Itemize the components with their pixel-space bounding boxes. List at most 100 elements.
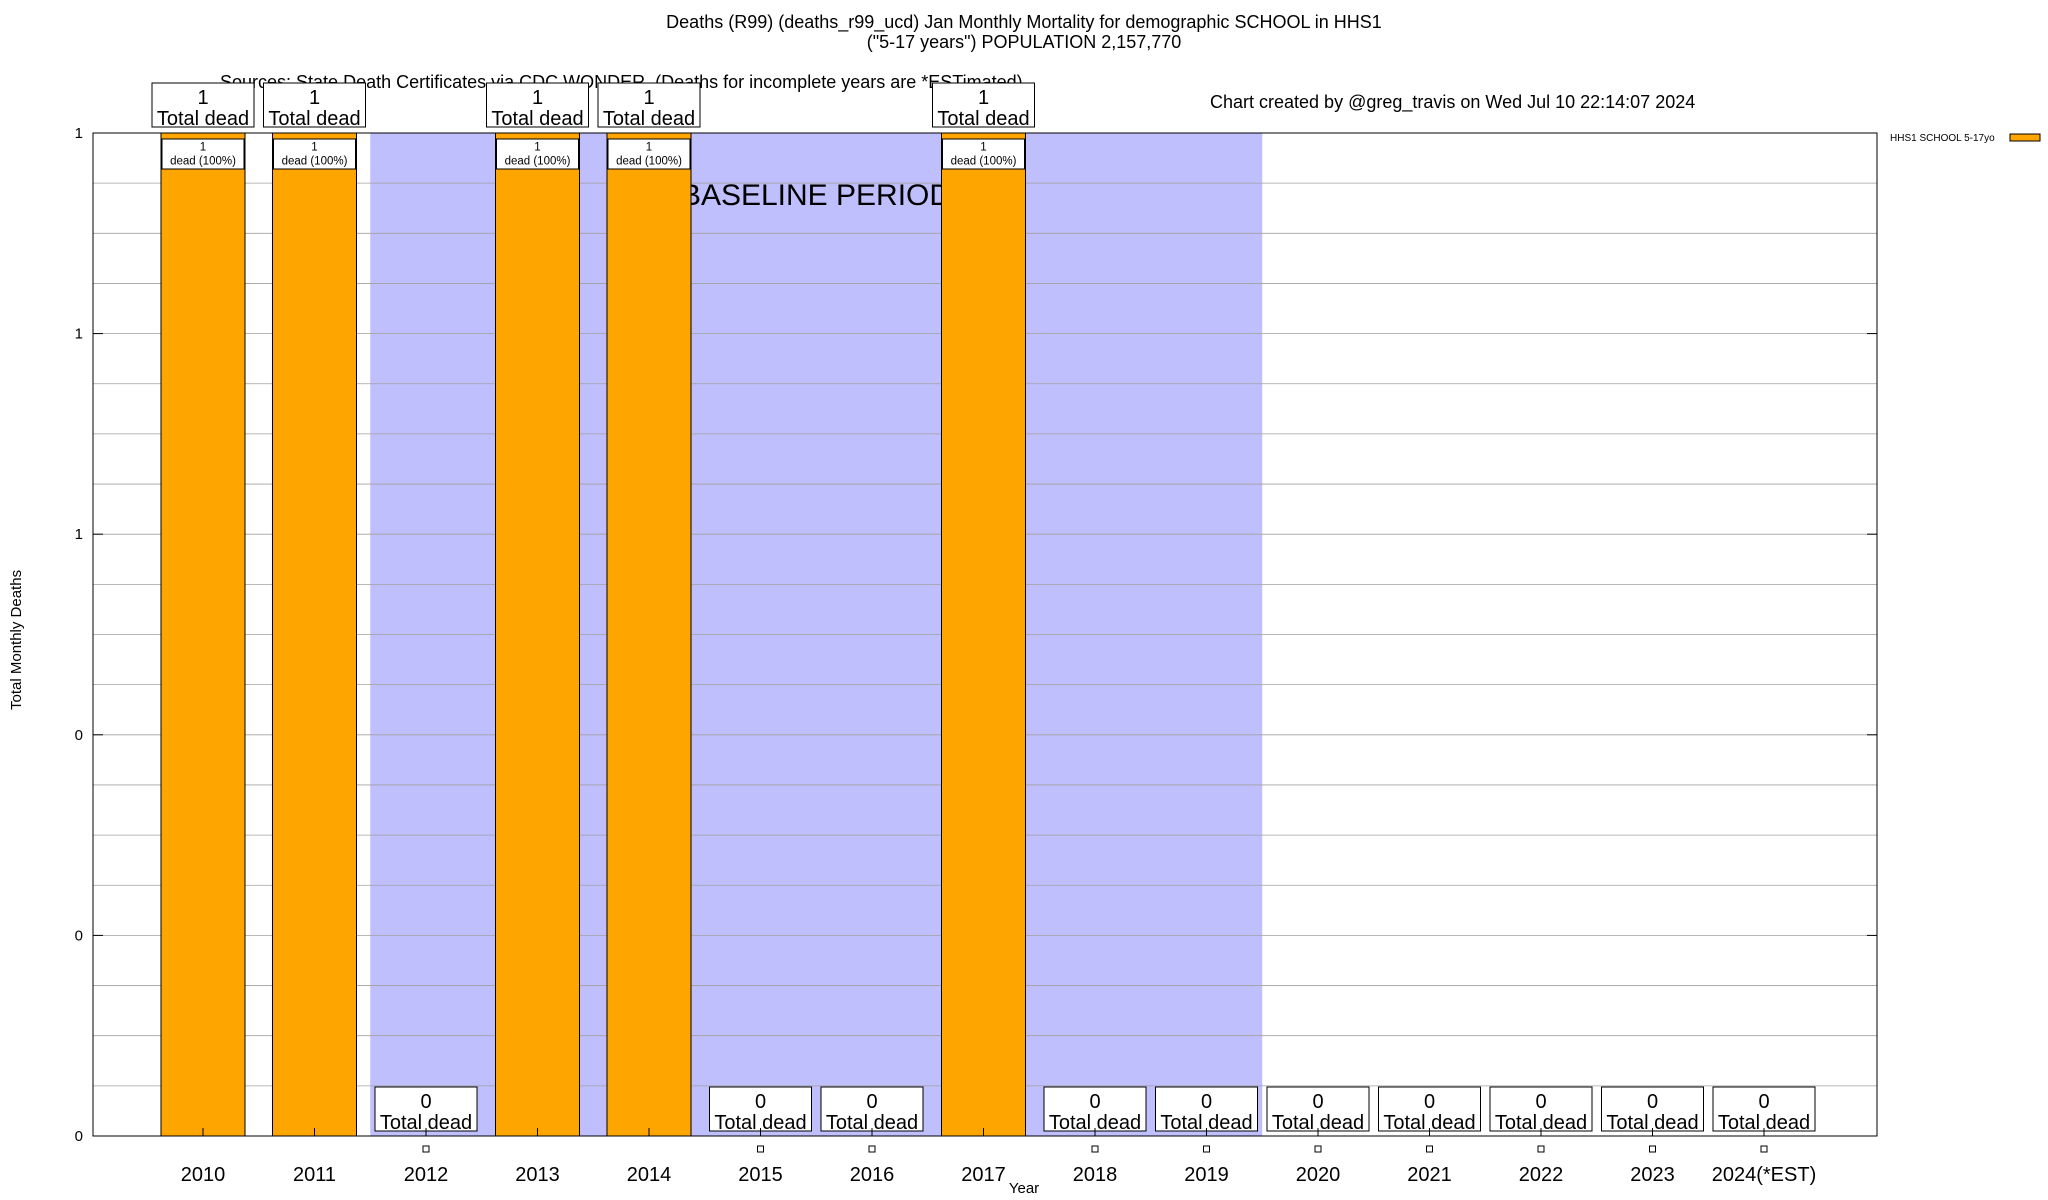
x-tick-label: 2013 (515, 1164, 560, 1186)
x-tick-label: 2014 (627, 1164, 672, 1186)
segment-label: dead (100%) (170, 156, 236, 168)
bar (495, 132, 580, 1137)
segment-label-box (607, 138, 691, 170)
total-label: Total dead (1383, 1112, 1475, 1134)
total-label: 1 (532, 87, 543, 109)
x-tick-label: 2015 (738, 1164, 783, 1186)
total-label: 0 (1535, 1091, 1546, 1113)
segment-label: dead (100%) (616, 156, 682, 168)
total-label: 1 (197, 87, 208, 109)
total-label: 0 (755, 1091, 766, 1113)
x-tick-label: 2021 (1407, 1164, 1452, 1186)
total-label-box (151, 82, 255, 128)
x-tick-label: 2017 (961, 1164, 1006, 1186)
zero-marker (1314, 1145, 1322, 1153)
total-label: Total dead (1272, 1112, 1364, 1134)
baseline-period-label: BASELINE PERIOD (681, 179, 951, 212)
segment-label: dead (100%) (951, 156, 1017, 168)
total-label-box (597, 82, 701, 128)
x-tick-label: 2023 (1630, 1164, 1675, 1186)
total-label: 0 (1089, 1091, 1100, 1113)
segment-label: 1 (200, 142, 206, 154)
total-label-box (1712, 1086, 1816, 1132)
total-label: 0 (866, 1091, 877, 1113)
total-label-box (486, 82, 589, 128)
zero-marker (422, 1145, 430, 1153)
total-label: 1 (978, 87, 989, 109)
total-label: 0 (420, 1091, 431, 1113)
zero-marker (868, 1145, 876, 1153)
x-tick-label: 2020 (1296, 1164, 1341, 1186)
chart-credit: Chart created by @greg_travis on Wed Jul… (1210, 92, 1696, 112)
segment-label-box (942, 138, 1025, 170)
total-label-box (932, 82, 1035, 128)
total-label: Total dead (1049, 1112, 1141, 1134)
x-tick-label: 2011 (293, 1164, 336, 1186)
y-tick-label: 0 (75, 927, 83, 944)
y-tick-label: 1 (75, 326, 83, 343)
total-label: Total dead (1495, 1112, 1587, 1134)
x-tick-label: 2019 (1184, 1164, 1229, 1186)
x-tick-label: 2018 (1073, 1164, 1118, 1186)
x-tick-label: 2010 (181, 1164, 226, 1186)
y-tick-label: 0 (75, 727, 83, 744)
total-label-box (263, 82, 366, 128)
bar (606, 132, 692, 1137)
total-label: Total dead (157, 108, 249, 130)
total-label: Total dead (1718, 1112, 1810, 1134)
zero-marker (1091, 1145, 1099, 1153)
total-label: 1 (309, 87, 320, 109)
legend-label: HHS1 SCHOOL 5-17yo (1890, 133, 1995, 144)
total-label: Total dead (937, 108, 1029, 130)
plot-border (92, 132, 1878, 1137)
total-label-box (1266, 1086, 1370, 1132)
total-label: 1 (643, 87, 654, 109)
total-label: Total dead (1160, 1112, 1252, 1134)
legend-swatch (2009, 133, 2041, 142)
segment-label: 1 (980, 142, 986, 154)
total-label: 0 (1758, 1091, 1769, 1113)
segment-label: dead (100%) (282, 156, 348, 168)
total-label: Total dead (1606, 1112, 1698, 1134)
x-tick-label: 2012 (404, 1164, 449, 1186)
total-label: Total dead (268, 108, 360, 130)
bar (941, 132, 1026, 1137)
y-tick-label: 0 (75, 1128, 83, 1145)
total-label: Total dead (603, 108, 695, 130)
total-label: 0 (1312, 1091, 1323, 1113)
total-label: 0 (1424, 1091, 1435, 1113)
y-axis-label: Total Monthly Deaths (8, 569, 25, 710)
total-label-box (709, 1086, 812, 1132)
y-tick-label: 1 (75, 125, 83, 142)
zero-marker (1203, 1145, 1210, 1153)
bar (272, 132, 357, 1137)
total-label: 0 (1201, 1091, 1212, 1113)
zero-marker (1649, 1145, 1656, 1153)
total-label-box (1043, 1086, 1147, 1132)
segment-label-box (496, 138, 579, 170)
zero-marker (1760, 1145, 1768, 1153)
segment-label: dead (100%) (505, 156, 571, 168)
total-label-box (1155, 1086, 1258, 1132)
zero-marker (1537, 1145, 1545, 1153)
segment-label: 1 (534, 142, 540, 154)
x-tick-label: 2024(*EST) (1712, 1164, 1817, 1186)
y-tick-label: 1 (75, 526, 83, 543)
total-label: Total dead (491, 108, 583, 130)
segment-label: 1 (311, 142, 317, 154)
bar (160, 132, 246, 1137)
x-tick-label: 2022 (1519, 1164, 1564, 1186)
x-tick-label: 2016 (850, 1164, 895, 1186)
chart-title: Deaths (R99) (deaths_r99_ucd) Jan Monthl… (666, 12, 1382, 32)
x-axis-label: Year (1008, 1180, 1040, 1197)
segment-label-box (273, 138, 356, 170)
segment-label-box (161, 138, 245, 170)
zero-marker (1426, 1145, 1433, 1153)
zero-marker (757, 1145, 764, 1153)
total-label: 0 (1647, 1091, 1658, 1113)
total-label: Total dead (714, 1112, 806, 1134)
segment-label: 1 (646, 142, 652, 154)
total-label-box (1489, 1086, 1593, 1132)
total-label-box (1601, 1086, 1704, 1132)
